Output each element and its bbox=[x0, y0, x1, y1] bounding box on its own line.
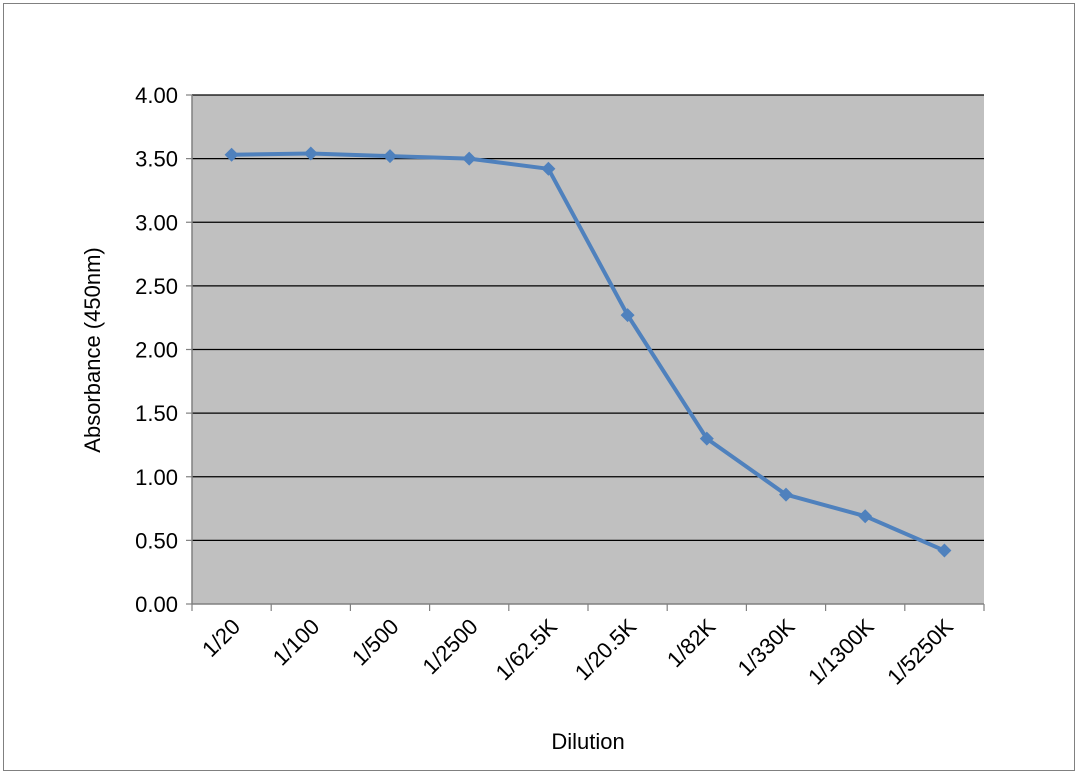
data-point-marker bbox=[462, 151, 477, 166]
x-tick-label: 1/5250K bbox=[882, 614, 958, 690]
data-point-marker bbox=[303, 146, 318, 161]
data-point-marker bbox=[541, 161, 556, 176]
data-point-marker bbox=[699, 431, 714, 446]
y-tick-labels: 0.00 0.50 1.00 1.50 2.00 2.50 3.00 3.50 4.00 bbox=[135, 83, 192, 617]
data-point-marker bbox=[224, 147, 239, 162]
y-tick-label: 1.00 bbox=[135, 465, 178, 490]
y-tick-label: 2.50 bbox=[135, 274, 178, 299]
x-tick-label: 1/100 bbox=[268, 614, 325, 671]
x-tick-labels: 1/20 1/100 1/500 1/2500 1/62.5K 1/20.5K 1/82K 1… bbox=[191, 604, 985, 690]
x-tick-label: 1/62.5K bbox=[491, 614, 563, 686]
series-line bbox=[224, 146, 952, 558]
data-point-marker bbox=[858, 509, 873, 524]
y-axis-title: Absorbance (450nm) bbox=[80, 247, 105, 452]
gridlines bbox=[192, 94, 984, 541]
y-tick-label: 3.00 bbox=[135, 210, 178, 235]
x-tick-label: 1/20.5K bbox=[570, 614, 642, 686]
y-tick-label: 4.00 bbox=[135, 83, 178, 108]
y-tick-label: 0.50 bbox=[135, 528, 178, 553]
x-tick-label: 1/1300K bbox=[803, 614, 879, 690]
x-axis-title: Dilution bbox=[551, 729, 624, 754]
y-tick-label: 1.50 bbox=[135, 401, 178, 426]
x-tick-label: 1/330K bbox=[733, 614, 800, 681]
data-point-marker bbox=[937, 543, 952, 558]
series-line-path bbox=[231, 151, 946, 553]
x-tick-label: 1/20 bbox=[197, 614, 245, 662]
data-point-marker bbox=[620, 308, 635, 323]
data-point-marker bbox=[383, 149, 397, 164]
x-tick-label: 1/82K bbox=[662, 614, 721, 673]
y-tick-label: 0.00 bbox=[135, 592, 178, 617]
x-tick-label: 1/500 bbox=[347, 614, 404, 671]
x-tick-label: 1/2500 bbox=[417, 614, 482, 679]
data-point-marker bbox=[779, 487, 793, 502]
y-tick-label: 2.00 bbox=[135, 338, 178, 363]
y-tick-label: 3.50 bbox=[135, 147, 178, 172]
